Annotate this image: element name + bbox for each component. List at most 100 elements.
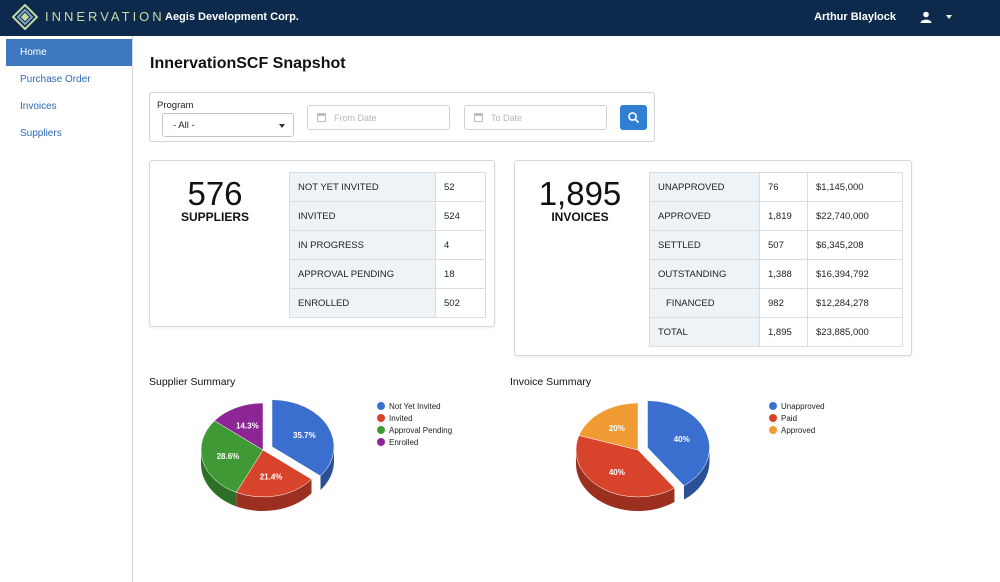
company-name: Aegis Development Corp. <box>165 11 299 23</box>
legend-label: Unapproved <box>781 402 825 411</box>
table-row: APPROVED 1,819 $22,740,000 <box>649 201 903 231</box>
pie-slice[interactable] <box>575 435 675 498</box>
supplier-summary-title: Supplier Summary <box>149 376 236 388</box>
table-row: TOTAL 1,895 $23,885,000 <box>649 317 903 347</box>
user-name[interactable]: Arthur Blaylock <box>814 11 896 23</box>
invoice-count: 1,819 <box>759 201 808 231</box>
pie-slice-label: 40% <box>609 468 625 477</box>
legend-swatch <box>769 402 777 410</box>
invoice-count: 1,895 <box>759 317 808 347</box>
pie-slice-side <box>236 479 312 511</box>
supplier-summary-pie-chart[interactable]: 35.7% 21.4% 28.6% 14.3% <box>185 395 360 530</box>
program-select-value: - All - <box>173 120 195 131</box>
status-count: 18 <box>435 259 486 289</box>
invoices-status-table: UNAPPROVED 76 $1,145,000 APPROVED 1,819 … <box>649 172 903 347</box>
legend-label: Paid <box>781 414 798 423</box>
sidebar: Home Purchase Order Invoices Suppliers <box>6 36 133 582</box>
table-row: IN PROGRESS 4 <box>289 230 486 260</box>
legend-item[interactable]: Approval Pending <box>377 425 452 437</box>
legend-swatch <box>769 426 777 434</box>
table-row: ENROLLED 502 <box>289 288 486 318</box>
pie-slice-side <box>683 447 710 500</box>
pie-slice[interactable] <box>271 399 335 477</box>
pie-slice-side <box>576 450 675 511</box>
pie-slice-label: 40% <box>674 435 690 444</box>
from-date-input[interactable]: From Date <box>307 105 450 130</box>
invoice-count: 76 <box>759 172 808 202</box>
legend-swatch <box>377 402 385 410</box>
pie-slice-label: 28.6% <box>217 452 240 461</box>
search-icon <box>628 112 639 123</box>
calendar-icon <box>474 113 483 122</box>
invoice-summary-pie-chart[interactable]: 40% 40% 20% <box>560 395 735 530</box>
invoice-summary-legend: Unapproved Paid Approved <box>769 401 825 437</box>
status-label: APPROVAL PENDING <box>289 259 436 289</box>
table-row: APPROVAL PENDING 18 <box>289 259 486 289</box>
legend-item[interactable]: Paid <box>769 413 825 425</box>
legend-label: Approval Pending <box>389 426 453 435</box>
pie-slice-label: 35.7% <box>293 431 316 440</box>
pie-slice[interactable] <box>200 420 264 493</box>
table-row: NOT YET INVITED 52 <box>289 172 486 202</box>
invoice-amount: $23,885,000 <box>807 317 903 347</box>
to-date-input[interactable]: To Date <box>464 105 607 130</box>
invoice-amount: $12,284,278 <box>807 288 903 318</box>
page-title: InnervationSCF Snapshot <box>150 55 346 72</box>
invoice-status-label: OUTSTANDING <box>649 259 760 289</box>
pie-slice[interactable] <box>578 402 639 451</box>
status-count: 502 <box>435 288 486 318</box>
invoice-amount: $6,345,208 <box>807 230 903 260</box>
legend-swatch <box>377 438 385 446</box>
pie-slice[interactable] <box>214 402 264 451</box>
search-button[interactable] <box>620 105 647 130</box>
legend-label: Invited <box>389 414 413 423</box>
innervation-logo-icon[interactable] <box>12 4 38 30</box>
calendar-icon <box>317 113 326 122</box>
status-label: IN PROGRESS <box>289 230 436 260</box>
legend-swatch <box>377 426 385 434</box>
user-icon[interactable] <box>920 11 932 23</box>
brand-name: INNERVATION <box>45 9 165 24</box>
suppliers-label: SUPPLIERS <box>180 210 249 224</box>
table-row: SETTLED 507 $6,345,208 <box>649 230 903 260</box>
table-row: UNAPPROVED 76 $1,145,000 <box>649 172 903 202</box>
invoice-amount: $16,394,792 <box>807 259 903 289</box>
pie-slice[interactable] <box>647 400 710 486</box>
sidebar-item-purchase-order[interactable]: Purchase Order <box>20 74 91 85</box>
legend-item[interactable]: Approved <box>769 425 825 437</box>
legend-label: Not Yet Invited <box>389 402 441 411</box>
invoice-amount: $22,740,000 <box>807 201 903 231</box>
pie-slice[interactable] <box>235 449 312 498</box>
user-menu-chevron-down-icon[interactable] <box>946 15 952 19</box>
table-row: INVITED 524 <box>289 201 486 231</box>
invoice-status-label: UNAPPROVED <box>649 172 760 202</box>
suppliers-status-table: NOT YET INVITED 52 INVITED 524 IN PROGRE… <box>289 172 486 318</box>
invoice-amount: $1,145,000 <box>807 172 903 202</box>
status-count: 524 <box>435 201 486 231</box>
legend-swatch <box>769 414 777 422</box>
sidebar-item-invoices[interactable]: Invoices <box>20 101 57 112</box>
legend-item[interactable]: Invited <box>377 413 452 425</box>
status-count: 4 <box>435 230 486 260</box>
invoices-label: INVOICES <box>551 210 609 224</box>
from-date-placeholder: From Date <box>334 113 377 123</box>
program-label: Program <box>157 100 194 111</box>
status-label: INVITED <box>289 201 436 231</box>
invoice-status-label: FINANCED <box>649 288 760 318</box>
pie-slice-label: 14.3% <box>236 421 259 430</box>
legend-item[interactable]: Not Yet Invited <box>377 401 452 413</box>
legend-swatch <box>377 414 385 422</box>
sidebar-item-home[interactable]: Home <box>6 39 132 66</box>
suppliers-summary-card: 576 SUPPLIERS NOT YET INVITED 52 INVITED… <box>149 160 495 327</box>
pie-slice-side <box>201 450 237 507</box>
legend-item[interactable]: Unapproved <box>769 401 825 413</box>
to-date-placeholder: To Date <box>491 113 523 123</box>
sidebar-item-suppliers[interactable]: Suppliers <box>20 128 62 139</box>
status-label: NOT YET INVITED <box>289 172 436 202</box>
invoice-count: 982 <box>759 288 808 318</box>
legend-item[interactable]: Enrolled <box>377 437 452 449</box>
status-count: 52 <box>435 172 486 202</box>
invoices-summary-card: 1,895 INVOICES UNAPPROVED 76 $1,145,000 … <box>514 160 912 356</box>
program-select[interactable]: - All - <box>162 113 294 137</box>
pie-slice-label: 21.4% <box>260 473 283 482</box>
